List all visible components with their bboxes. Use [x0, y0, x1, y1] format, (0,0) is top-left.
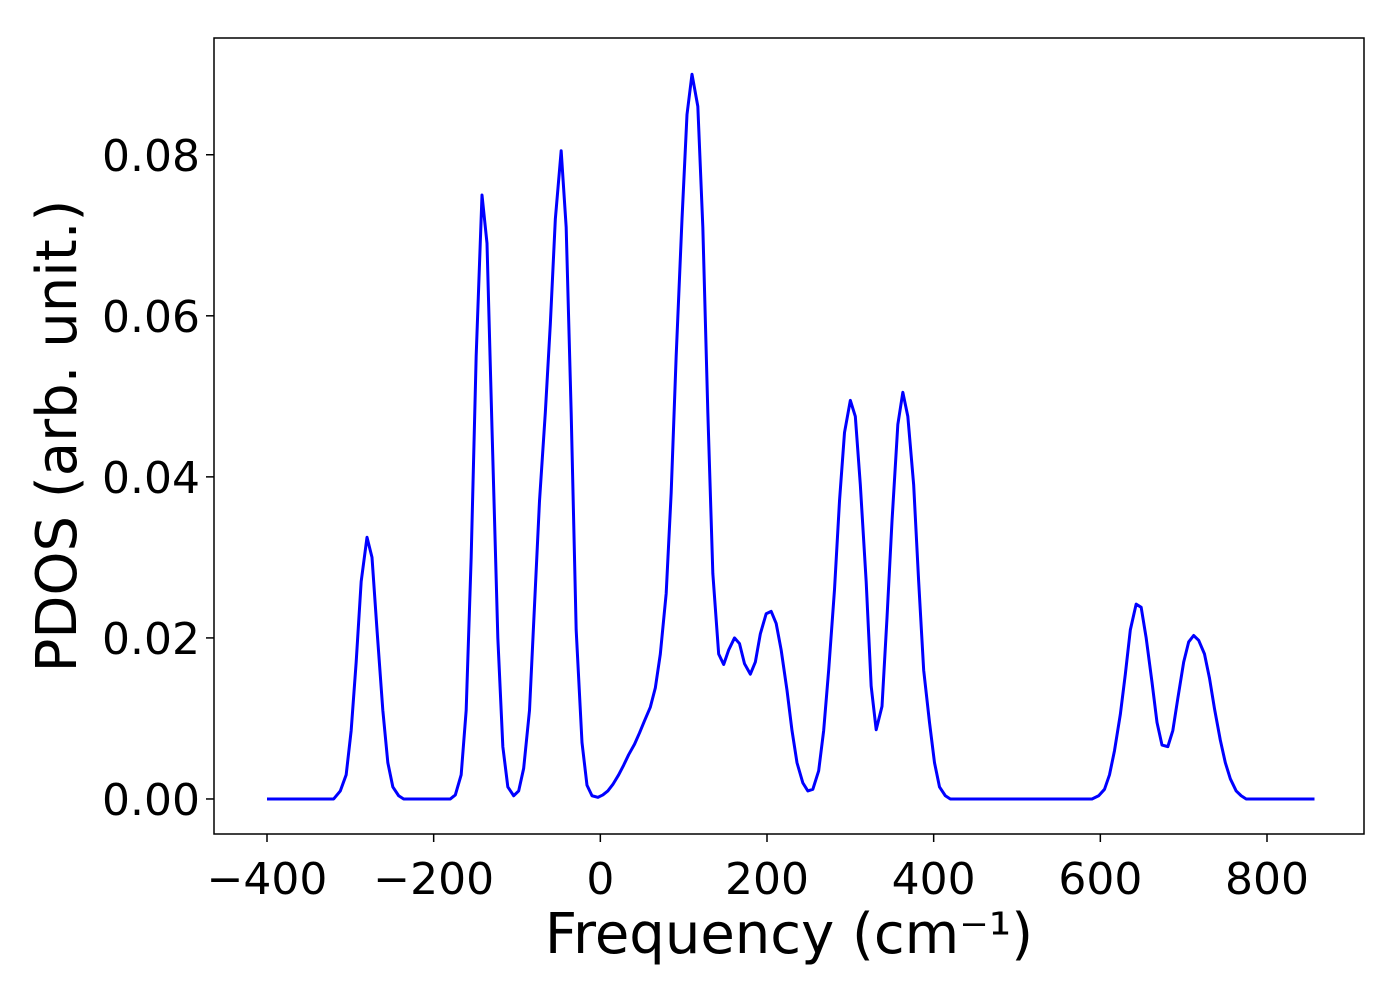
- y-tick-label: 0.02: [102, 614, 200, 665]
- y-tick-label: 0.08: [102, 131, 200, 182]
- y-tick-label: 0.06: [102, 292, 200, 343]
- x-tick-label: 400: [892, 854, 976, 905]
- x-tick-label: 0: [586, 854, 614, 905]
- x-tick-label: 600: [1058, 854, 1142, 905]
- x-tick-label: 800: [1225, 854, 1309, 905]
- x-axis-label: Frequency (cm⁻¹): [545, 902, 1033, 967]
- y-tick-label: 0.04: [102, 453, 200, 504]
- x-tick-label: −400: [207, 854, 328, 905]
- data-line: [267, 72, 1315, 801]
- y-tick-label: 0.00: [102, 775, 200, 826]
- y-axis-label: PDOS (arb. unit.): [25, 200, 90, 673]
- plot-frame: [213, 37, 1365, 835]
- x-tick-label: −200: [373, 854, 494, 905]
- x-tick-label: 200: [725, 854, 809, 905]
